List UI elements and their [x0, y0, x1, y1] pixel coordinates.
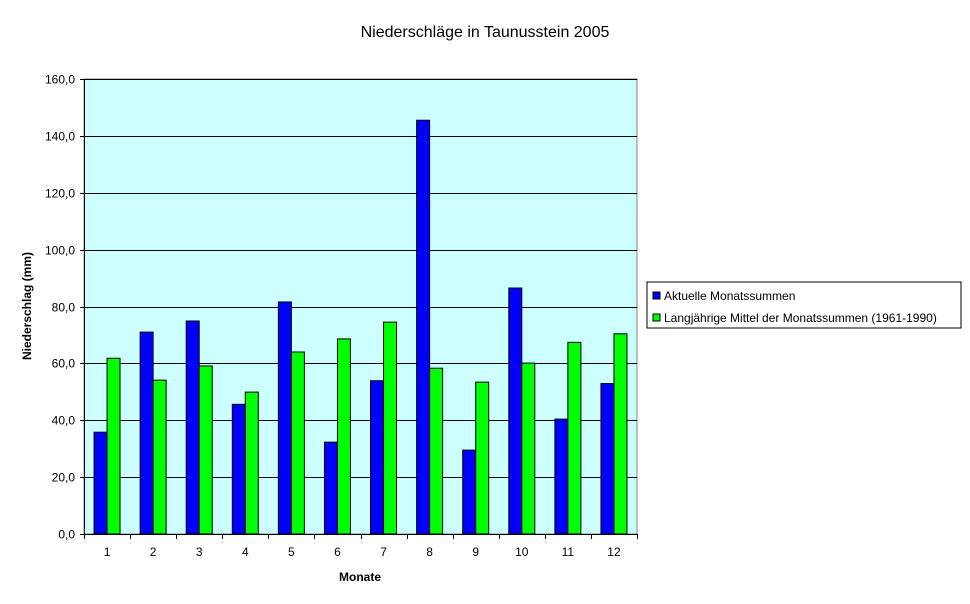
x-tick-label-9: 9 — [472, 545, 479, 559]
bar-series1-month-6 — [323, 441, 338, 535]
x-axis-title: Monate — [339, 570, 381, 584]
bar-series1-month-8 — [416, 119, 431, 535]
bar-series1-month-11 — [554, 418, 569, 535]
x-tick-label-6: 6 — [334, 545, 341, 559]
bar-series1-month-9 — [462, 449, 477, 535]
x-tick-label-10: 10 — [515, 545, 529, 559]
bar-series2-month-9 — [475, 381, 490, 535]
bar-series2-month-10 — [521, 362, 536, 535]
bar-series2-month-4 — [244, 391, 259, 535]
legend-swatch-aktuelle — [652, 291, 661, 300]
bar-series2-month-7 — [383, 321, 398, 535]
bar-series2-month-8 — [429, 367, 444, 535]
bar-series2-month-11 — [567, 341, 582, 535]
bar-series2-month-12 — [613, 333, 628, 535]
x-tick-label-11: 11 — [562, 545, 575, 559]
y-tick-label-3: 60,0 — [52, 357, 76, 371]
y-tick-label-8: 160,0 — [45, 73, 75, 87]
bar-series1-month-10 — [508, 287, 523, 535]
y-axis-title: Niederschlag (mm) — [20, 252, 34, 360]
legend-swatch-langjaehrig — [652, 313, 661, 322]
y-tick-label-1: 20,0 — [52, 471, 76, 485]
bar-series2-month-3 — [198, 365, 213, 535]
bar-series1-month-2 — [139, 331, 154, 535]
plot-area: 0,0 20,0 40,0 60,0 80,0 100,0 120,0 140,0 160,0 1… — [45, 73, 638, 559]
bar-series1-month-3 — [185, 320, 200, 535]
plot-background — [83, 78, 638, 535]
y-tick-label-6: 120,0 — [45, 187, 75, 201]
y-tick-label-2: 40,0 — [52, 414, 76, 428]
x-tick-label-4: 4 — [242, 545, 249, 559]
legend: Aktuelle Monatssummen Langjährige Mittel… — [646, 281, 962, 329]
bar-series1-month-12 — [600, 383, 615, 535]
legend-label-langjaehrig: Langjährige Mittel der Monatssummen (196… — [664, 311, 937, 325]
bar-series2-month-5 — [290, 351, 305, 535]
chart-title: Niederschläge in Taunusstein 2005 — [361, 24, 610, 41]
bar-series1-month-5 — [277, 301, 292, 535]
x-tick-label-12: 12 — [607, 545, 621, 559]
x-tick-label-2: 2 — [150, 545, 157, 559]
bar-series1-month-4 — [231, 403, 246, 535]
bar-series2-month-1 — [106, 357, 121, 535]
y-tick-label-7: 140,0 — [45, 130, 75, 144]
y-tick-label-4: 80,0 — [52, 301, 76, 315]
bar-series2-month-2 — [152, 379, 167, 535]
x-tick-label-1: 1 — [104, 545, 111, 559]
x-tick-label-7: 7 — [380, 545, 387, 559]
y-tick-label-5: 100,0 — [45, 244, 75, 258]
bar-series1-month-1 — [93, 431, 108, 535]
x-tick-label-3: 3 — [196, 545, 203, 559]
legend-box — [646, 281, 962, 329]
legend-label-aktuelle: Aktuelle Monatssummen — [664, 289, 795, 303]
x-tick-label-8: 8 — [426, 545, 433, 559]
bar-series1-month-7 — [370, 380, 385, 535]
bar-series2-month-6 — [336, 338, 351, 535]
x-tick-label-5: 5 — [288, 545, 295, 559]
y-tick-label-0: 0,0 — [58, 528, 75, 542]
